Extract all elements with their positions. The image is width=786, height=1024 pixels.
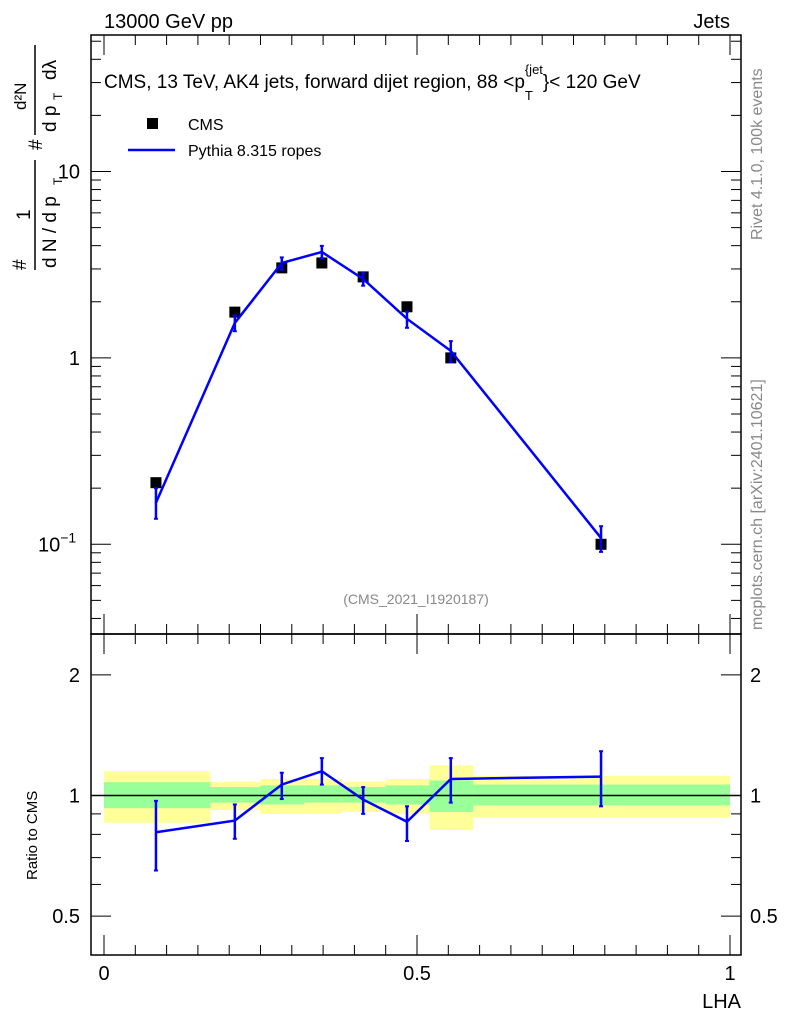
svg-text:d p: d p	[40, 106, 61, 132]
chart-marks	[150, 244, 607, 872]
ratio-y-tick-label-right: 0.5	[750, 906, 778, 928]
cms-point	[150, 477, 162, 489]
svg-text:d²N: d²N	[11, 83, 30, 110]
cms-point	[316, 257, 328, 269]
main-ylabel: # 1 d N / d p T # d²N d p T dλ	[10, 45, 65, 270]
ratio-line	[155, 769, 602, 834]
x-tick-label: 0.5	[403, 963, 431, 985]
ratio-ylabel: Ratio to CMS	[24, 791, 41, 880]
xlabel: LHA	[702, 991, 742, 1013]
svg-text:#: #	[10, 259, 31, 270]
y-tick-label: 10−1	[38, 529, 76, 556]
ratio-bands	[91, 765, 741, 831]
ratio-y-tick-label: 2	[69, 665, 80, 687]
ratio-frame	[90, 633, 742, 956]
ratio-y-tick-label: 1	[69, 786, 80, 808]
pythia-line	[154, 250, 603, 539]
svg-text:T: T	[51, 92, 65, 100]
svg-text:1: 1	[14, 209, 35, 220]
y-tick-label: 10	[58, 162, 80, 184]
y-tick-label: 1	[69, 348, 80, 370]
rivet-label: Rivet 4.1.0, 100k events	[749, 68, 766, 240]
svg-text:#: #	[26, 139, 47, 150]
header-left: 13000 GeV pp	[104, 11, 233, 33]
ratio-y-tick-label-right: 2	[750, 665, 761, 687]
svg-text:dλ: dλ	[40, 59, 61, 80]
green-band	[304, 785, 342, 803]
cms-point	[401, 301, 413, 313]
cms-point	[229, 306, 241, 318]
axes: 10 1 10−1 2 2 1 1 0.5 0.5 0 0.5 1	[38, 34, 778, 985]
watermark: (CMS_2021_I1920187)	[343, 591, 489, 607]
mcplots-label: mcplots.cern.ch [arXiv:2401.10621]	[749, 379, 766, 630]
ratio-y-tick-label: 0.5	[52, 906, 80, 928]
header-right: Jets	[693, 11, 730, 33]
legend-label-cms: CMS	[188, 117, 224, 134]
svg-text:d N / d p: d N / d p	[40, 196, 61, 268]
legend-marker-cms	[147, 118, 158, 129]
x-tick-label: 0	[98, 963, 109, 985]
svg-text:T: T	[51, 177, 65, 185]
legend-label-pythia: Pythia 8.315 ropes	[188, 143, 321, 160]
plot-title: CMS, 13 TeV, AK4 jets, forward dijet reg…	[104, 62, 641, 103]
x-tick-label: 1	[724, 963, 735, 985]
ratio-y-tick-label-right: 1	[750, 786, 761, 808]
